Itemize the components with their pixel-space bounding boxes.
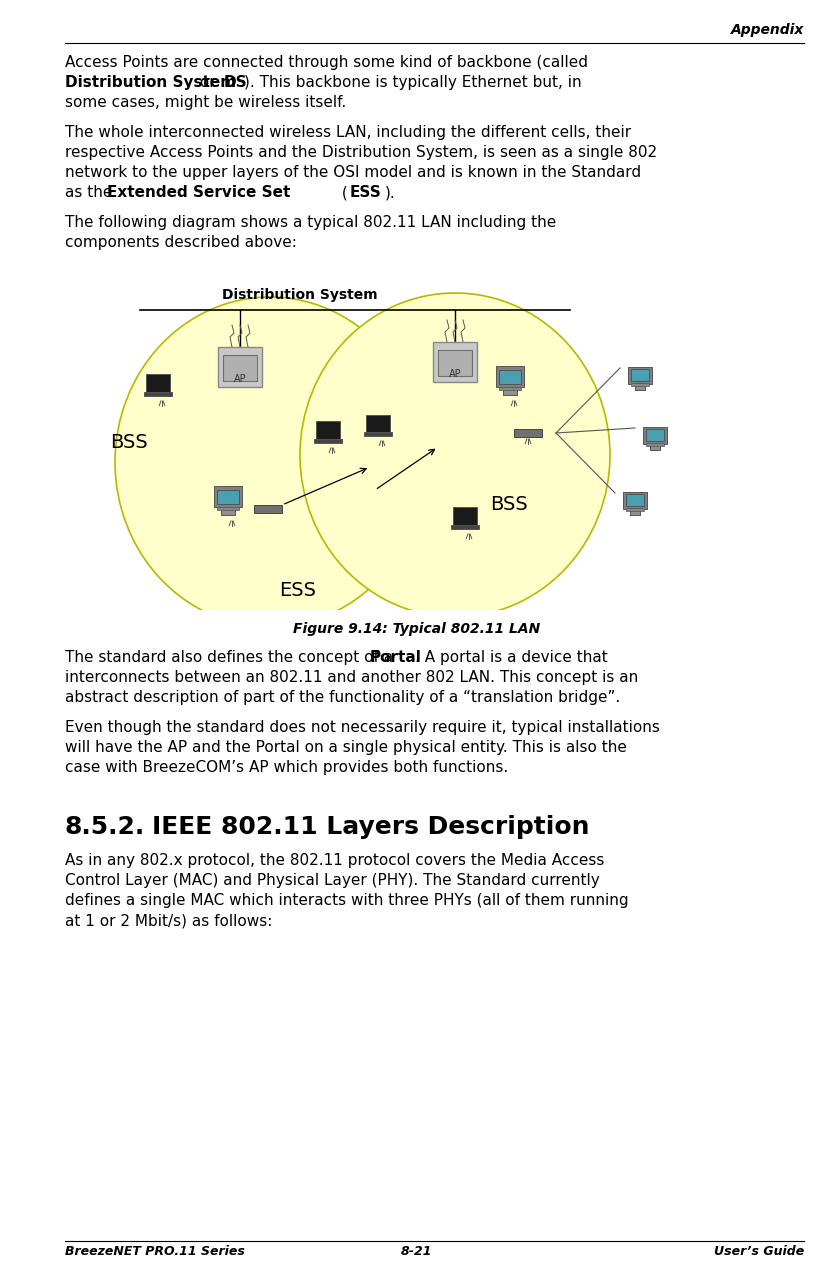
Text: as the: as the [65,185,117,201]
FancyBboxPatch shape [503,387,516,395]
Text: Portal: Portal [370,650,421,665]
Text: network to the upper layers of the OSI model and is known in the Standard: network to the upper layers of the OSI m… [65,165,641,180]
Text: As in any 802.x protocol, the 802.11 protocol covers the Media Access: As in any 802.x protocol, the 802.11 pro… [65,853,605,868]
Text: BreezeNET PRO.11 Series: BreezeNET PRO.11 Series [65,1245,245,1258]
Ellipse shape [115,297,425,627]
FancyBboxPatch shape [222,506,235,515]
FancyBboxPatch shape [218,346,262,387]
Text: AP: AP [234,374,247,385]
Text: User’s Guide: User’s Guide [714,1245,804,1258]
Text: case with BreezeCOM’s AP which provides both functions.: case with BreezeCOM’s AP which provides … [65,760,508,775]
FancyBboxPatch shape [631,383,649,386]
FancyBboxPatch shape [514,429,542,437]
Text: components described above:: components described above: [65,235,297,250]
FancyBboxPatch shape [144,392,172,396]
Text: DS: DS [224,75,247,90]
Text: The standard also defines the concept of a: The standard also defines the concept of… [65,650,398,665]
FancyBboxPatch shape [433,343,477,382]
FancyBboxPatch shape [364,433,392,437]
Text: BSS: BSS [490,495,528,514]
FancyBboxPatch shape [214,486,242,508]
FancyBboxPatch shape [217,506,239,509]
FancyBboxPatch shape [626,509,644,510]
Text: BSS: BSS [110,433,147,452]
Text: Distribution System: Distribution System [222,288,378,302]
Text: AP: AP [449,369,461,379]
Text: (: ( [337,185,347,201]
FancyBboxPatch shape [451,525,479,529]
Text: IEEE 802.11 Layers Description: IEEE 802.11 Layers Description [152,815,590,839]
FancyBboxPatch shape [623,491,646,509]
FancyBboxPatch shape [453,508,477,525]
FancyBboxPatch shape [254,505,282,513]
Text: ). This backbone is typically Ethernet but, in: ). This backbone is typically Ethernet b… [244,75,581,90]
FancyBboxPatch shape [635,383,646,390]
Text: The following diagram shows a typical 802.11 LAN including the: The following diagram shows a typical 80… [65,214,556,230]
FancyBboxPatch shape [646,429,664,442]
FancyBboxPatch shape [628,367,651,383]
FancyBboxPatch shape [316,421,340,440]
Text: respective Access Points and the Distribution System, is seen as a single 802: respective Access Points and the Distrib… [65,145,657,160]
FancyBboxPatch shape [650,443,661,450]
Text: . A portal is a device that: . A portal is a device that [415,650,608,665]
Text: 8-21: 8-21 [401,1245,432,1258]
Text: ESS: ESS [350,185,382,201]
Text: or: or [195,75,221,90]
Ellipse shape [300,293,610,617]
Text: will have the AP and the Portal on a single physical entity. This is also the: will have the AP and the Portal on a sin… [65,740,627,755]
FancyBboxPatch shape [626,495,644,506]
FancyBboxPatch shape [496,367,524,387]
FancyBboxPatch shape [217,490,239,504]
Text: Distribution System: Distribution System [65,75,236,90]
Text: ESS: ESS [280,581,317,600]
Text: The whole interconnected wireless LAN, including the different cells, their: The whole interconnected wireless LAN, i… [65,126,631,140]
Text: Figure 9.14: Typical 802.11 LAN: Figure 9.14: Typical 802.11 LAN [293,622,540,636]
FancyBboxPatch shape [646,443,664,445]
FancyBboxPatch shape [643,426,666,444]
FancyBboxPatch shape [438,350,472,376]
Text: defines a single MAC which interacts with three PHYs (all of them running: defines a single MAC which interacts wit… [65,893,629,909]
FancyBboxPatch shape [499,369,521,385]
Text: 8.5.2.: 8.5.2. [65,815,145,839]
Text: interconnects between an 802.11 and another 802 LAN. This concept is an: interconnects between an 802.11 and anot… [65,670,638,685]
FancyBboxPatch shape [314,439,342,443]
Text: Extended Service Set: Extended Service Set [107,185,291,201]
FancyBboxPatch shape [146,374,170,393]
FancyBboxPatch shape [499,387,521,390]
Text: Control Layer (MAC) and Physical Layer (PHY). The Standard currently: Control Layer (MAC) and Physical Layer (… [65,873,600,888]
FancyBboxPatch shape [367,415,390,433]
Text: Appendix: Appendix [731,23,804,37]
Text: Access Points are connected through some kind of backbone (called: Access Points are connected through some… [65,55,588,70]
Text: ).: ). [385,185,396,201]
Text: some cases, might be wireless itself.: some cases, might be wireless itself. [65,95,347,110]
Text: at 1 or 2 Mbit/s) as follows:: at 1 or 2 Mbit/s) as follows: [65,912,272,928]
FancyBboxPatch shape [223,355,257,381]
FancyBboxPatch shape [631,369,649,381]
FancyBboxPatch shape [630,508,641,515]
Text: Even though the standard does not necessarily require it, typical installations: Even though the standard does not necess… [65,720,660,735]
Text: abstract description of part of the functionality of a “translation bridge”.: abstract description of part of the func… [65,690,621,706]
